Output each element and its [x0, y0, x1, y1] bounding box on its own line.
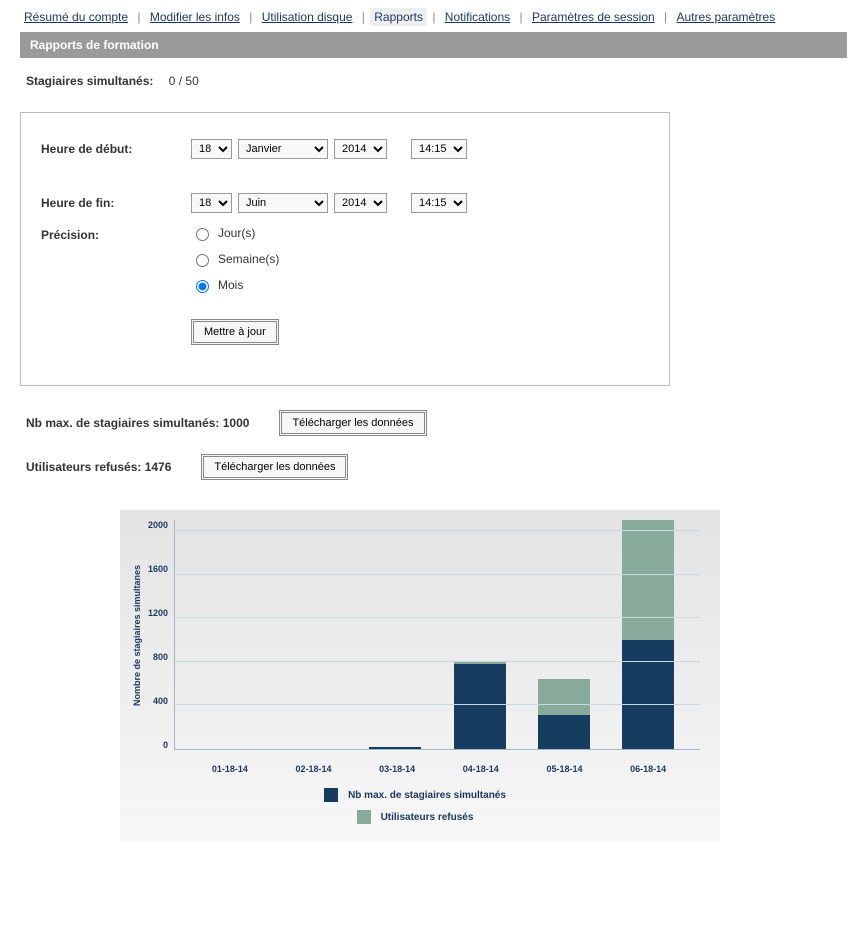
refused-label: Utilisateurs refusés: 1476 [26, 460, 171, 474]
chart-bar [622, 520, 674, 749]
tab-modifier[interactable]: Modifier les infos [146, 8, 244, 26]
precision-day-radio[interactable] [196, 228, 209, 241]
chart-bar [201, 520, 253, 749]
precision-month-radio[interactable] [196, 280, 209, 293]
start-year-select[interactable]: 2014 [334, 139, 387, 159]
start-month-select[interactable]: Janvier [238, 139, 328, 159]
chart-container: Nombre de stagiaires simultanes 2000 1600… [120, 510, 720, 842]
chart-xtick: 02-18-14 [287, 764, 339, 774]
end-time-select[interactable]: 14:15 [411, 193, 467, 213]
precision-week-label: Semaine(s) [218, 252, 279, 266]
chart-ytick: 0 [163, 740, 168, 750]
tab-autres[interactable]: Autres paramètres [673, 8, 780, 26]
chart-bar [369, 520, 421, 749]
tab-disque[interactable]: Utilisation disque [258, 8, 357, 26]
chart-bar [454, 520, 506, 749]
precision-day[interactable]: Jour(s) [191, 225, 279, 241]
section-title: Rapports de formation [20, 32, 847, 58]
chart-xtick: 01-18-14 [204, 764, 256, 774]
start-label: Heure de début: [41, 139, 191, 156]
chart-bars [175, 520, 700, 749]
chart-legend-item: Nb max. de stagiaires simultanés [324, 788, 506, 802]
precision-week[interactable]: Semaine(s) [191, 251, 279, 267]
chart-ytick: 1600 [148, 564, 168, 574]
end-year-select[interactable]: 2014 [334, 193, 387, 213]
tab-rapports[interactable]: Rapports [370, 8, 427, 26]
chart-xtick: 06-18-14 [622, 764, 674, 774]
simultaneous-row: Stagiaires simultanés: 0 / 50 [20, 74, 847, 112]
precision-month[interactable]: Mois [191, 277, 279, 293]
end-label: Heure de fin: [41, 193, 191, 210]
chart-ytick: 2000 [148, 520, 168, 530]
precision-label: Précision: [41, 225, 191, 242]
chart-plot [174, 520, 700, 750]
chart-bar [285, 520, 337, 749]
tab-bar: Résumé du compte | Modifier les infos | … [20, 10, 847, 24]
download-refused-button[interactable]: Télécharger les données [201, 454, 348, 480]
update-button[interactable]: Mettre à jour [191, 319, 279, 345]
precision-week-radio[interactable] [196, 254, 209, 267]
start-day-select[interactable]: 18 [191, 139, 232, 159]
download-max-button[interactable]: Télécharger les données [279, 410, 426, 436]
chart-ytick: 1200 [148, 608, 168, 618]
chart-xtick: 03-18-14 [371, 764, 423, 774]
filter-form: Heure de début: 18 Janvier 2014 14:15 He… [20, 112, 670, 386]
tab-resume[interactable]: Résumé du compte [20, 8, 132, 26]
end-month-select[interactable]: Juin [238, 193, 328, 213]
precision-month-label: Mois [218, 278, 243, 292]
start-time-select[interactable]: 14:15 [411, 139, 467, 159]
chart-legend: Nb max. de stagiaires simultanés Utilisat… [130, 788, 700, 824]
tab-session[interactable]: Paramètres de session [528, 8, 659, 26]
chart-y-title: Nombre de stagiaires simultanes [130, 520, 144, 750]
chart-ytick: 800 [153, 652, 168, 662]
simultaneous-value: 0 / 50 [157, 74, 199, 88]
chart-legend-item: Utilisateurs refusés [357, 810, 474, 824]
end-day-select[interactable]: 18 [191, 193, 232, 213]
chart-x-axis: 01-18-14 02-18-14 03-18-14 04-18-14 05-18-14… [130, 750, 700, 774]
chart-y-axis: 2000 1600 1200 800 400 0 [144, 520, 174, 750]
precision-day-label: Jour(s) [218, 226, 255, 240]
chart-ytick: 400 [153, 696, 168, 706]
max-trainees-label: Nb max. de stagiaires simultanés: 1000 [26, 416, 249, 430]
chart-bar [538, 520, 590, 749]
tab-notifications[interactable]: Notifications [441, 8, 514, 26]
simultaneous-label: Stagiaires simultanés: [26, 74, 153, 88]
chart-xtick: 05-18-14 [538, 764, 590, 774]
chart-xtick: 04-18-14 [455, 764, 507, 774]
